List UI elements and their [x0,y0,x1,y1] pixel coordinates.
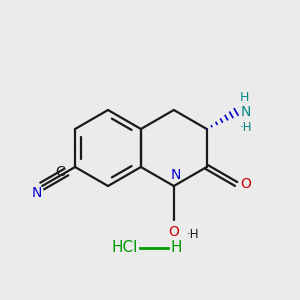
Text: ·H: ·H [187,228,199,241]
Text: HCl: HCl [112,241,138,256]
Text: H: H [240,91,250,104]
Text: O: O [240,177,251,191]
Text: N: N [240,105,250,119]
Text: ·H: ·H [240,121,253,134]
Text: N: N [32,186,42,200]
Text: N: N [171,168,181,182]
Text: O: O [168,225,179,239]
Text: C: C [56,165,65,179]
Text: H: H [170,241,182,256]
